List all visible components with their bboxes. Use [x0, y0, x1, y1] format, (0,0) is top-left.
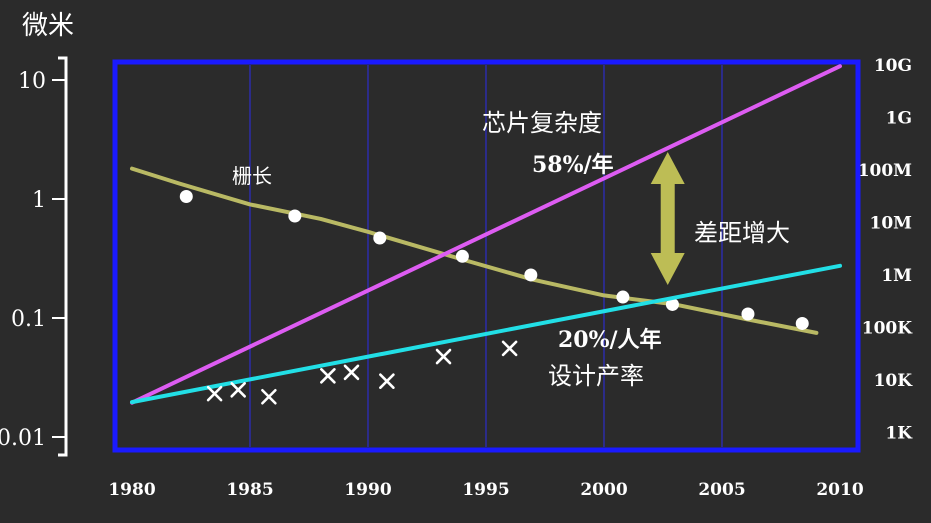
gap-increase-label: 差距增大	[694, 219, 790, 247]
data-point	[795, 316, 809, 330]
left-tick-label: 10	[18, 69, 46, 94]
data-point	[379, 373, 395, 389]
left-tick-label: 0.01	[0, 426, 46, 451]
bracket-line	[58, 56, 68, 457]
series-line-2	[130, 263, 842, 405]
data-point	[320, 368, 336, 384]
right-tick-label: 10G	[874, 56, 912, 76]
data-point	[343, 364, 360, 381]
right-tick-label: 10M	[870, 214, 913, 234]
right-tick-label: 1G	[886, 109, 912, 129]
data-point	[179, 189, 193, 203]
x-tick-label: 1995	[462, 480, 509, 500]
x-tick-label: 2010	[816, 480, 863, 500]
data-point	[665, 297, 679, 311]
x-tick-label: 1990	[344, 480, 391, 500]
x-tick-label: 2000	[580, 480, 627, 500]
data-point	[261, 388, 277, 405]
design-productivity-rate-label: 20%/人年	[558, 327, 662, 353]
right-tick-label: 100M	[858, 161, 912, 181]
right-tick-label: 1M	[881, 266, 912, 286]
data-point	[206, 385, 223, 402]
data-point	[455, 249, 469, 263]
x-tick-label: 1985	[226, 480, 273, 500]
data-point	[435, 348, 452, 365]
x-tick-label: 1980	[108, 480, 155, 500]
gap-arrow-shape	[650, 152, 685, 285]
right-tick-label: 10K	[874, 371, 914, 391]
chip-complexity-label: 芯片复杂度	[482, 109, 602, 137]
y-axis-label: 微米	[22, 11, 74, 41]
data-point	[741, 307, 755, 321]
data-point	[288, 209, 302, 223]
right-tick-label: 1K	[885, 424, 913, 444]
data-point	[616, 290, 630, 304]
series-layer	[130, 64, 842, 405]
data-point	[373, 231, 387, 245]
right-tick-label: 100K	[862, 319, 913, 339]
left-axis-bracket	[58, 56, 68, 457]
right-axis-ticks: 10G 1G 100M 10M 1M 100K 10K 1K	[858, 56, 914, 444]
data-point	[524, 268, 538, 282]
x-axis-ticks: 1980 1985 1990 1995 2000 2005 2010	[108, 480, 863, 500]
gate-length-label: 栅长	[232, 164, 272, 188]
data-point	[230, 382, 246, 398]
left-tick-label: 0.1	[11, 307, 46, 332]
chip-complexity-rate-label: 58%/年	[532, 152, 614, 178]
left-axis-ticks: 10 1 0.1 0.01	[0, 69, 66, 451]
grid-lines	[249, 65, 723, 447]
data-point	[501, 340, 518, 357]
left-tick-label: 1	[32, 188, 46, 213]
x-tick-label: 2005	[698, 480, 745, 500]
gap-arrow	[650, 152, 685, 285]
design-productivity-label: 设计产率	[548, 362, 644, 390]
series-line-1	[130, 64, 842, 405]
